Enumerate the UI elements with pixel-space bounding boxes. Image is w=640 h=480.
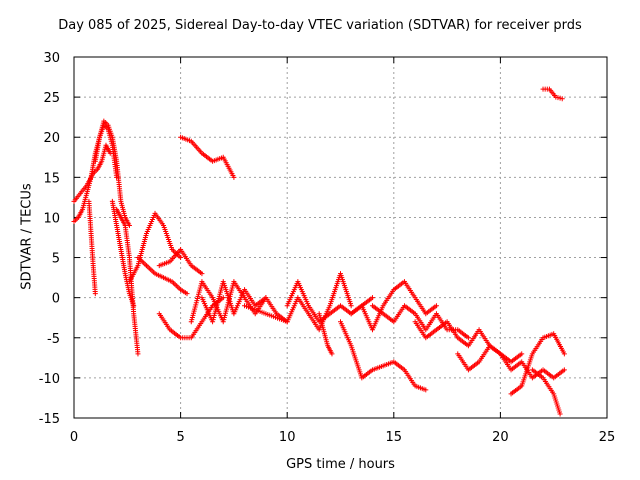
series-arc-11 — [178, 134, 237, 180]
data-point — [561, 367, 567, 373]
x-tick-label: 25 — [599, 430, 616, 445]
x-tick-label: 5 — [176, 430, 184, 445]
data-point — [329, 351, 335, 357]
x-tick-label: 15 — [386, 430, 403, 445]
series-arc-21 — [455, 343, 567, 381]
data-point — [178, 255, 184, 261]
data-point — [519, 351, 525, 357]
x-tick-label: 10 — [279, 430, 296, 445]
data-point — [107, 150, 113, 156]
data-points — [71, 86, 567, 417]
y-tick-label: 0 — [52, 292, 60, 307]
x-tick-label: 20 — [492, 430, 509, 445]
series-arc-4 — [92, 118, 132, 228]
series-arc-8 — [135, 255, 190, 297]
data-point — [557, 411, 563, 417]
y-tick-labels: -15 -10 -5 0 5 10 15 20 25 30 — [39, 51, 60, 427]
plot-frame — [73, 56, 608, 419]
y-tick-label: 30 — [43, 51, 60, 66]
y-tick-label: 25 — [43, 91, 60, 106]
y-tick-label: -15 — [39, 412, 60, 427]
data-point — [369, 295, 375, 301]
series-arc-3 — [86, 198, 98, 297]
data-point — [92, 291, 98, 297]
data-point — [135, 351, 141, 357]
series-arc-14 — [242, 271, 354, 333]
data-point — [559, 96, 565, 102]
data-point — [465, 335, 471, 341]
data-point — [199, 271, 205, 277]
y-axis-label: SDTVAR / TECUs — [19, 183, 35, 290]
axis-ticks — [73, 56, 608, 419]
data-point — [263, 295, 269, 301]
series-arc-19 — [369, 303, 471, 341]
data-point — [433, 303, 439, 309]
data-point — [348, 303, 354, 309]
y-tick-label: -10 — [39, 372, 60, 387]
data-point — [561, 351, 567, 357]
series-arc-16 — [316, 311, 335, 357]
series-arc-22 — [508, 331, 567, 397]
y-tick-label: 5 — [52, 252, 60, 267]
series-arc-18 — [348, 279, 439, 333]
series-arc-23 — [529, 367, 563, 417]
y-tick-label: -5 — [47, 332, 60, 347]
y-tick-label: 20 — [43, 131, 60, 146]
series-arc-17 — [338, 319, 429, 393]
x-tick-label: 0 — [70, 430, 78, 445]
series-arc-13 — [199, 279, 269, 325]
data-point — [231, 174, 237, 180]
x-tick-labels: 0 5 10 15 20 25 — [70, 430, 615, 445]
series-arc-9 — [156, 247, 205, 277]
data-point — [184, 291, 190, 297]
series-arc-6 — [114, 206, 141, 357]
series-arc-24 — [540, 86, 565, 102]
data-point — [423, 387, 429, 393]
y-tick-label: 15 — [43, 171, 60, 186]
grid-lines — [74, 57, 607, 418]
chart-title: Day 085 of 2025, Sidereal Day-to-day VTE… — [58, 18, 582, 33]
y-tick-label: 10 — [43, 211, 60, 226]
data-point — [126, 222, 132, 228]
data-point — [220, 295, 226, 301]
series-arc-15 — [284, 279, 375, 325]
series-arc-5 — [109, 198, 137, 309]
x-axis-label: GPS time / hours — [286, 457, 395, 472]
